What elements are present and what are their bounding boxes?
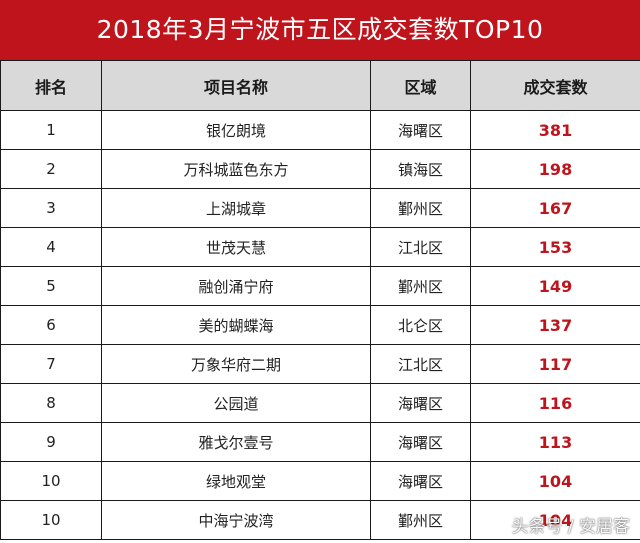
rank-cell: 9 xyxy=(0,422,102,462)
project-name-cell: 美的蝴蝶海 xyxy=(101,305,371,345)
district-cell: 鄞州区 xyxy=(370,188,471,228)
deal-count-cell: 381 xyxy=(470,110,640,150)
ranking-table: 排名 项目名称 区域 成交套数 1 银亿朗境 海曙区 381 2 万科城蓝色东方 镇海区 19… xyxy=(0,60,640,540)
deal-count-cell: 149 xyxy=(470,266,640,306)
rank-cell: 6 xyxy=(0,305,102,345)
project-name-cell: 雅戈尔壹号 xyxy=(101,422,371,462)
district-cell: 镇海区 xyxy=(370,149,471,189)
district-cell: 北仑区 xyxy=(370,305,471,345)
deal-count-cell: 153 xyxy=(470,227,640,267)
rank-cell: 1 xyxy=(0,110,102,150)
header-deal-count: 成交套数 xyxy=(470,60,640,111)
project-name-cell: 银亿朗境 xyxy=(101,110,371,150)
district-cell: 海曙区 xyxy=(370,110,471,150)
project-name-cell: 公园道 xyxy=(101,383,371,423)
table-row: 3 上湖城章 鄞州区 167 xyxy=(0,188,640,228)
project-name-cell: 万象华府二期 xyxy=(101,344,371,384)
rank-cell: 2 xyxy=(0,149,102,189)
table-row: 1 银亿朗境 海曙区 381 xyxy=(0,110,640,150)
deal-count-cell: 104 xyxy=(470,461,640,501)
deal-count-cell: 117 xyxy=(470,344,640,384)
district-cell: 江北区 xyxy=(370,227,471,267)
table-row: 6 美的蝴蝶海 北仑区 137 xyxy=(0,305,640,345)
district-cell: 江北区 xyxy=(370,344,471,384)
rank-cell: 4 xyxy=(0,227,102,267)
deal-count-cell: 167 xyxy=(470,188,640,228)
table-row: 8 公园道 海曙区 116 xyxy=(0,383,640,423)
header-district: 区域 xyxy=(370,60,471,111)
project-name-cell: 融创涌宁府 xyxy=(101,266,371,306)
rank-cell: 3 xyxy=(0,188,102,228)
rank-cell: 8 xyxy=(0,383,102,423)
district-cell: 海曙区 xyxy=(370,461,471,501)
rank-cell: 10 xyxy=(0,500,102,540)
deal-count-cell: 104 xyxy=(470,500,640,540)
rank-cell: 10 xyxy=(0,461,102,501)
table-row: 2 万科城蓝色东方 镇海区 198 xyxy=(0,149,640,189)
table-row: 7 万象华府二期 江北区 117 xyxy=(0,344,640,384)
district-cell: 海曙区 xyxy=(370,422,471,462)
table-header-row: 排名 项目名称 区域 成交套数 xyxy=(0,60,640,111)
table-row: 10 中海宁波湾 鄞州区 104 xyxy=(0,500,640,540)
deal-count-cell: 198 xyxy=(470,149,640,189)
project-name-cell: 世茂天慧 xyxy=(101,227,371,267)
project-name-cell: 中海宁波湾 xyxy=(101,500,371,540)
table-row: 5 融创涌宁府 鄞州区 149 xyxy=(0,266,640,306)
district-cell: 海曙区 xyxy=(370,383,471,423)
project-name-cell: 上湖城章 xyxy=(101,188,371,228)
table-row: 4 世茂天慧 江北区 153 xyxy=(0,227,640,267)
rank-cell: 7 xyxy=(0,344,102,384)
header-rank: 排名 xyxy=(0,60,102,111)
district-cell: 鄞州区 xyxy=(370,266,471,306)
header-project-name: 项目名称 xyxy=(101,60,371,111)
rank-cell: 5 xyxy=(0,266,102,306)
deal-count-cell: 113 xyxy=(470,422,640,462)
table-row: 10 绿地观堂 海曙区 104 xyxy=(0,461,640,501)
table-row: 9 雅戈尔壹号 海曙区 113 xyxy=(0,422,640,462)
deal-count-cell: 116 xyxy=(470,383,640,423)
project-name-cell: 绿地观堂 xyxy=(101,461,371,501)
district-cell: 鄞州区 xyxy=(370,500,471,540)
page-title: 2018年3月宁波市五区成交套数TOP10 xyxy=(0,0,640,60)
project-name-cell: 万科城蓝色东方 xyxy=(101,149,371,189)
deal-count-cell: 137 xyxy=(470,305,640,345)
